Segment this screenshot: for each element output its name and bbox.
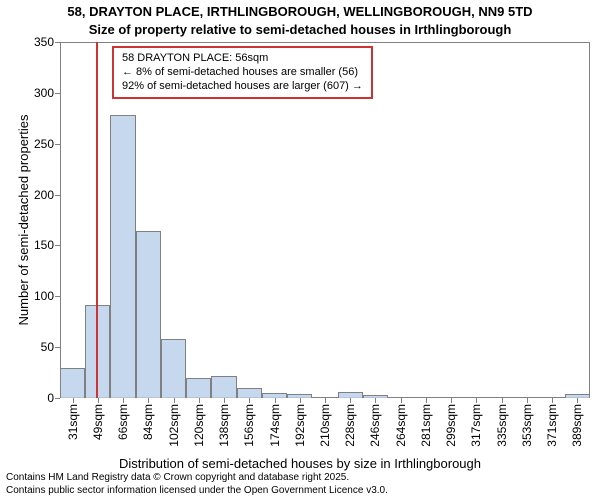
x-tick-mark [476,398,477,403]
x-tick-label: 120sqm [192,398,206,447]
x-tick-mark [451,398,452,403]
x-tick-mark [502,398,503,403]
x-tick-label: 317sqm [469,398,483,447]
y-tick-mark [55,42,60,43]
x-tick-label: 281sqm [419,398,433,447]
x-tick-mark [552,398,553,403]
x-tick-label: 31sqm [66,398,80,440]
histogram-bar [85,305,110,398]
x-tick-mark [148,398,149,403]
x-tick-label: 210sqm [318,398,332,447]
histogram-bar [211,376,236,398]
chart-figure: 58, DRAYTON PLACE, IRTHLINGBOROUGH, WELL… [0,0,600,500]
x-tick-label: 174sqm [268,398,282,447]
x-tick-mark [401,398,402,403]
x-tick-mark [224,398,225,403]
histogram-bar [237,388,262,398]
x-tick-label: 102sqm [167,398,181,447]
annotation-line-3: 92% of semi-detached houses are larger (… [122,80,363,94]
histogram-bar [161,339,186,398]
x-tick-label: 192sqm [293,398,307,447]
x-tick-label: 371sqm [545,398,559,447]
x-tick-mark [73,398,74,403]
x-tick-label: 246sqm [368,398,382,447]
y-tick-mark [55,195,60,196]
x-tick-mark [275,398,276,403]
x-tick-mark [426,398,427,403]
annotation-box: 58 DRAYTON PLACE: 56sqm ← 8% of semi-det… [112,46,373,99]
x-tick-label: 156sqm [242,398,256,447]
histogram-bar [60,368,85,399]
x-tick-label: 299sqm [444,398,458,447]
attribution-line-2: Contains public sector information licen… [6,485,388,496]
y-tick-mark [55,296,60,297]
chart-title-sub: Size of property relative to semi-detach… [0,22,600,37]
chart-title-main: 58, DRAYTON PLACE, IRTHLINGBOROUGH, WELL… [0,4,600,19]
x-tick-label: 335sqm [495,398,509,447]
x-tick-mark [375,398,376,403]
histogram-bar [136,231,161,398]
x-tick-label: 264sqm [394,398,408,447]
x-tick-label: 66sqm [116,398,130,440]
x-tick-label: 84sqm [141,398,155,440]
x-tick-mark [350,398,351,403]
y-tick-mark [55,245,60,246]
histogram-bar [186,378,211,398]
x-tick-label: 389sqm [570,398,584,447]
attribution-line-1: Contains HM Land Registry data © Crown c… [6,472,349,483]
y-tick-mark [55,144,60,145]
annotation-line-2: ← 8% of semi-detached houses are smaller… [122,66,363,80]
plot-area: 58 DRAYTON PLACE: 56sqm ← 8% of semi-det… [60,42,590,398]
histogram-bar [110,115,135,398]
annotation-line-1: 58 DRAYTON PLACE: 56sqm [122,52,363,66]
x-tick-mark [199,398,200,403]
x-tick-mark [300,398,301,403]
y-axis-label: Number of semi-detached properties [16,42,31,398]
x-tick-label: 228sqm [343,398,357,447]
x-tick-mark [174,398,175,403]
x-tick-label: 353sqm [520,398,534,447]
x-tick-mark [577,398,578,403]
reference-line [96,42,98,398]
x-tick-mark [527,398,528,403]
y-tick-mark [55,347,60,348]
x-tick-label: 138sqm [217,398,231,447]
x-tick-mark [325,398,326,403]
x-tick-mark [123,398,124,403]
y-tick-mark [55,93,60,94]
x-axis-label: Distribution of semi-detached houses by … [0,456,600,471]
x-tick-mark [249,398,250,403]
y-tick-mark [55,398,60,399]
x-tick-label: 49sqm [91,398,105,440]
x-tick-mark [98,398,99,403]
